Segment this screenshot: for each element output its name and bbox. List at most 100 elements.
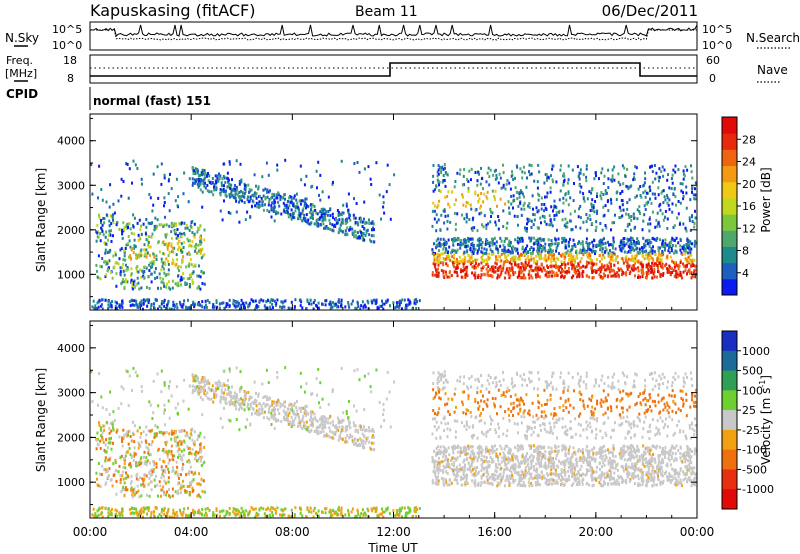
velocity-cell (163, 492, 166, 496)
power-cell (303, 219, 306, 222)
power-cell (686, 237, 689, 241)
power-cell (581, 274, 584, 278)
power-cell (123, 273, 126, 277)
power-cell (606, 263, 609, 267)
velocity-cell (345, 425, 348, 429)
power-cell (98, 164, 101, 168)
power-cell (551, 178, 554, 182)
power-cell (636, 250, 639, 254)
power-cell (601, 228, 604, 232)
power-cell (616, 190, 619, 194)
velocity-cell (108, 467, 111, 471)
power-cell (512, 206, 514, 210)
power-cell (431, 273, 434, 277)
velocity-cell (302, 406, 305, 410)
power-cell (178, 232, 181, 236)
velocity-cell (167, 480, 170, 484)
velocity-cell (310, 415, 312, 419)
velocity-cell (191, 373, 194, 377)
power-cell (627, 187, 630, 191)
power-cell (157, 241, 159, 245)
power-cell (415, 298, 418, 302)
power-cell (172, 303, 175, 307)
velocity-cell (197, 451, 200, 455)
power-cell (442, 263, 445, 267)
power-cell (486, 242, 489, 245)
power-cell (95, 230, 98, 234)
power-cell (647, 262, 650, 266)
velocity-cell (234, 391, 236, 395)
power-cell (188, 285, 191, 289)
velocity-cell (331, 430, 334, 434)
power-cell (275, 302, 278, 305)
power-cell (479, 242, 482, 246)
velocity-cell (201, 455, 204, 459)
power-cell (662, 253, 665, 257)
power-cell (571, 245, 574, 248)
power-cell (305, 220, 308, 224)
velocity-cell (264, 395, 267, 398)
power-cell (104, 248, 107, 252)
velocity-cell (111, 423, 114, 427)
power-cell (643, 244, 646, 248)
velocity-cell (132, 490, 135, 494)
power-cell (141, 269, 144, 273)
velocity-cell (234, 404, 237, 408)
velocity-cell (230, 399, 233, 402)
power-cell (185, 265, 188, 269)
velocity-cell (370, 441, 373, 445)
power-cell (544, 253, 547, 257)
power-cell (549, 243, 552, 247)
power-cell (522, 265, 525, 269)
power-cell (125, 263, 127, 267)
power-cell (245, 301, 248, 305)
power-cell (182, 192, 185, 196)
power-cell (614, 259, 617, 263)
power-cell (503, 251, 505, 255)
power-cell (590, 205, 593, 209)
power-cell (653, 237, 656, 241)
power-cell (563, 236, 566, 240)
power-cell (119, 270, 122, 274)
power-cell (474, 247, 477, 251)
power-cell (360, 217, 362, 221)
power-cell (192, 270, 195, 274)
power-cell (683, 264, 686, 268)
power-cell (497, 215, 500, 218)
power-cell (107, 303, 110, 307)
power-cell (172, 300, 175, 304)
power-cell (540, 196, 543, 200)
power-cell (462, 238, 465, 242)
power-cell (626, 167, 629, 171)
velocity-cell (243, 403, 246, 407)
velocity-cell (199, 395, 202, 399)
power-cell (601, 250, 604, 254)
power-cell (661, 190, 664, 193)
power-cell (156, 165, 159, 169)
power-cell (548, 214, 551, 218)
power-cell (255, 196, 258, 200)
velocity-cell (130, 474, 133, 478)
velocity-cell (171, 494, 174, 498)
power-cell (260, 200, 263, 204)
velocity-cell (305, 420, 308, 424)
power-cell (509, 269, 512, 273)
power-cell (160, 257, 163, 261)
power-cell (170, 187, 173, 191)
power-cell (666, 267, 669, 271)
power-cell (203, 253, 206, 257)
power-cell (545, 259, 548, 263)
power-cell (456, 242, 459, 246)
power-cell (694, 216, 697, 220)
velocity-cell (273, 414, 275, 418)
power-cell (578, 184, 581, 187)
power-cell (371, 301, 374, 305)
velocity-cell (277, 400, 280, 404)
power-cell (232, 299, 235, 302)
power-cell (482, 200, 485, 204)
power-cell (557, 210, 560, 214)
power-cell (639, 212, 641, 215)
velocity-cell (256, 412, 259, 416)
power-cell (692, 275, 695, 278)
power-cell (193, 304, 196, 308)
